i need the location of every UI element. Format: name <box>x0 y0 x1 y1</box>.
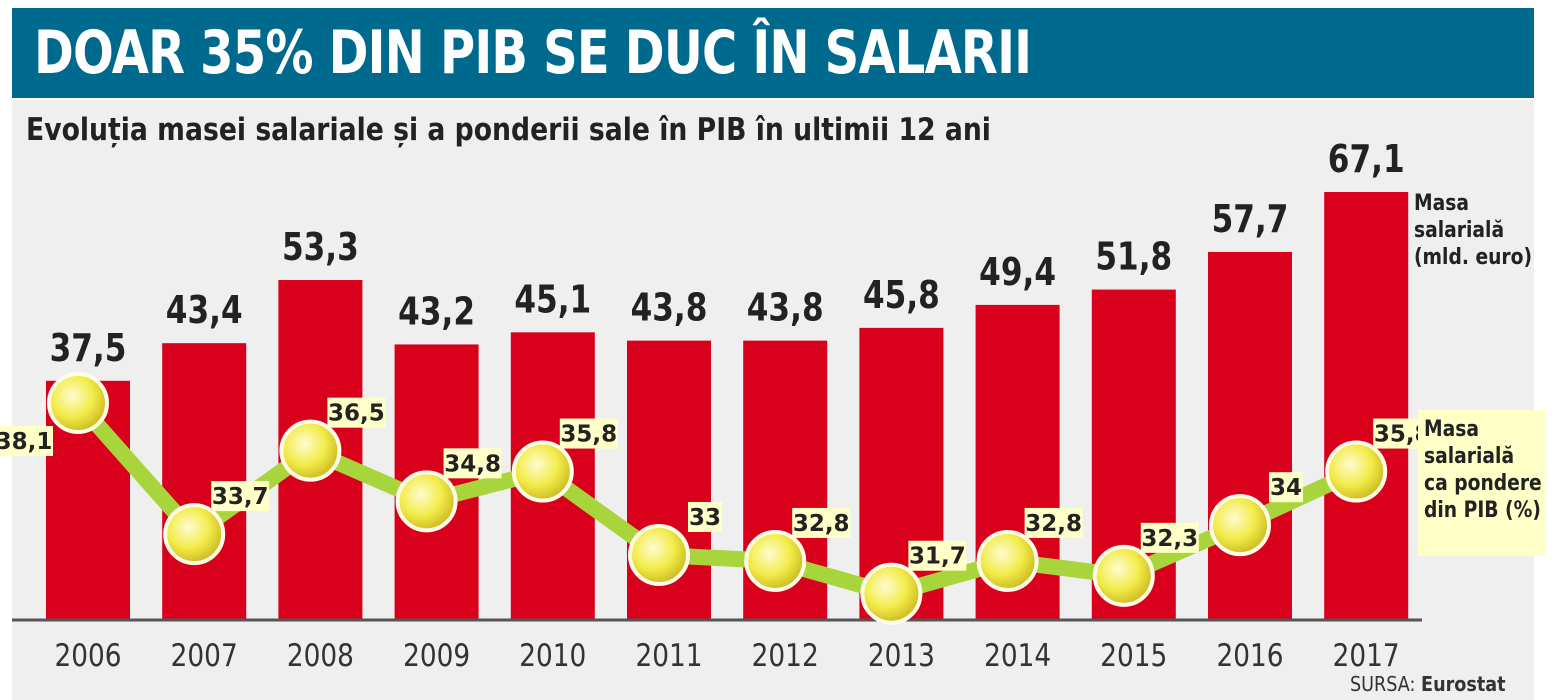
bar-value-label: 37,5 <box>50 327 127 371</box>
year-label: 2016 <box>1216 637 1283 674</box>
percentage-label-bg <box>443 448 502 479</box>
year-label: 2006 <box>54 637 121 674</box>
percentage-label: 38,1 <box>0 429 52 455</box>
percentage-label-bg <box>0 426 53 456</box>
year-label: 2017 <box>1333 637 1400 674</box>
year-labels-layer: 2006 2007 2008 2009 2010 2011 2012 2013 2014 2015… <box>54 637 1399 674</box>
legend-line: Masa salarială ca pondere din PIB (%) <box>1424 416 1556 524</box>
chart-subtitle: Evoluția masei salariale și a ponderii s… <box>26 112 991 148</box>
percentage-marker <box>395 470 458 533</box>
bar-value-label: 43,4 <box>166 289 243 333</box>
legend-line-line: ca pondere <box>1424 471 1542 496</box>
year-label: 2010 <box>519 637 586 674</box>
bar-value-label: 53,3 <box>282 226 359 270</box>
year-label: 2015 <box>1100 637 1167 674</box>
chart-title: DOAR 35% DIN PIB SE DUC ÎN SALARII <box>34 18 1032 88</box>
bar-value-label: 43,8 <box>631 287 708 331</box>
percentage-marker <box>860 562 923 625</box>
bar-value-label: 57,7 <box>1212 198 1289 242</box>
legend-bars: Masa salarială (mld. euro) <box>1414 190 1550 271</box>
percentage-marker <box>279 419 342 482</box>
percentage-marker <box>163 503 226 566</box>
percentage-label-bg <box>327 397 386 428</box>
bar-values-layer: 37,5 43,4 53,3 43,2 45,1 43,8 43,8 45,8 49,4 51,8… <box>50 138 1405 371</box>
percentage-marker <box>744 529 807 592</box>
bar-value-label: 49,4 <box>979 251 1056 295</box>
percentage-label: 32,3 <box>1141 526 1198 552</box>
year-label: 2009 <box>403 637 470 674</box>
legend-line-line: din PIB (%) <box>1424 498 1541 523</box>
bar-value-label: 45,1 <box>514 278 591 322</box>
percentage-marker <box>1209 494 1271 557</box>
legend-bars-line: Masa <box>1414 191 1469 216</box>
year-label: 2008 <box>287 637 354 674</box>
percentage-marker <box>1325 440 1388 503</box>
percentage-marker <box>628 523 690 586</box>
percentage-label-bg <box>1269 472 1303 503</box>
year-label: 2007 <box>171 637 238 674</box>
percentage-label: 36,5 <box>328 401 385 427</box>
bar-2017 <box>1324 192 1409 620</box>
legend-line-line: Masa <box>1424 417 1479 442</box>
markers-layer <box>47 372 1388 625</box>
percentage-marker <box>976 529 1039 592</box>
percentage-label: 33,7 <box>212 484 269 510</box>
bar-value-label: 43,8 <box>747 287 824 331</box>
percentage-label-bg <box>559 418 618 449</box>
pct-labels-layer: 38,1 33,7 36,5 34,8 35,8 33 32,8 31,7 32,8 32,3 34… <box>0 397 1432 571</box>
percentage-label-bg <box>908 540 967 571</box>
legend-bars-line: salarială <box>1414 218 1505 243</box>
percentage-label-bg <box>211 481 270 512</box>
bar-value-label: 45,8 <box>863 274 940 318</box>
year-label: 2011 <box>635 637 702 674</box>
percentage-label-bg <box>792 507 851 538</box>
legend-bars-line: (mld. euro) <box>1414 245 1533 270</box>
percentage-marker <box>47 372 109 434</box>
title-banner: DOAR 35% DIN PIB SE DUC ÎN SALARII <box>12 8 1534 98</box>
source-label: SURSA: <box>1350 672 1416 696</box>
bar-2016 <box>1208 251 1292 621</box>
year-label: 2013 <box>868 637 935 674</box>
percentage-label-bg <box>1140 522 1199 553</box>
source-note: SURSA: Eurostat <box>1350 672 1506 696</box>
year-label: 2014 <box>984 637 1051 674</box>
percentage-label-bg <box>1024 507 1083 538</box>
percentage-label: 32,8 <box>793 511 850 537</box>
percentage-label: 33 <box>689 505 721 531</box>
legend-line-background <box>1418 410 1546 556</box>
percentage-label: 34,8 <box>444 451 501 477</box>
percentage-label-bg <box>688 501 722 532</box>
year-label: 2012 <box>752 637 819 674</box>
percentage-label: 32,8 <box>1025 511 1082 537</box>
percentage-label: 31,7 <box>909 544 966 570</box>
percentage-marker <box>1092 544 1155 607</box>
bar-value-label: 67,1 <box>1328 138 1405 182</box>
percentage-marker <box>511 440 574 503</box>
bar-value-label: 43,2 <box>398 291 475 335</box>
percentage-label: 35,8 <box>560 422 617 448</box>
source-name: Eurostat <box>1421 672 1506 696</box>
legend-line-line: salarială <box>1424 444 1515 469</box>
bar-value-label: 51,8 <box>1095 236 1172 280</box>
percentage-label: 34 <box>1270 475 1302 501</box>
